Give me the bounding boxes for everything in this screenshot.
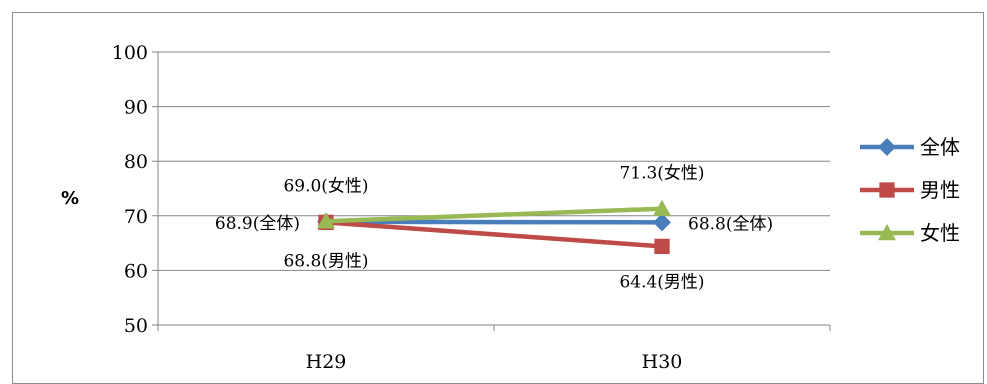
diamond-marker	[653, 213, 671, 232]
axes: 50 60 70 80 90 100 H29 H30%	[61, 42, 831, 373]
y-tick-label: 80	[124, 151, 148, 173]
series-line	[325, 219, 663, 225]
x-tick-label: H29	[306, 351, 347, 373]
chart-frame	[12, 12, 984, 384]
data-label: 64.4(男性)	[619, 272, 704, 292]
square-marker	[654, 238, 670, 255]
y-tick-label: 60	[124, 260, 148, 282]
data-label: 69.0(女性)	[283, 176, 368, 196]
y-tick-label: 100	[112, 42, 148, 64]
square-marker	[879, 182, 895, 198]
data-label: 68.8(男性)	[283, 251, 368, 271]
grid-lines	[152, 51, 830, 326]
y-axis-title: %	[61, 188, 79, 209]
triangle-marker	[317, 212, 335, 229]
legend-entry: 女性	[920, 221, 960, 245]
series-line	[325, 220, 663, 249]
data-label: 68.9(全体)	[215, 214, 300, 234]
x-tick-label: H30	[642, 351, 683, 373]
data-labels: 68.9(全体) 68.8(全体) 68.8(男性) 64.4(男性) 69.0(女性)…	[215, 164, 773, 293]
series-line	[325, 206, 663, 224]
y-tick-label: 50	[124, 315, 148, 337]
diamond-marker	[878, 138, 896, 156]
data-label: 71.3(女性)	[619, 164, 704, 184]
data-label: 68.8(全体)	[688, 214, 773, 234]
series-lines	[317, 199, 671, 255]
legend-entry: 全体	[920, 135, 960, 159]
triangle-marker	[653, 199, 671, 216]
legend-entry: 男性	[920, 178, 960, 202]
y-tick-label: 70	[124, 206, 148, 228]
triangle-marker	[878, 224, 896, 241]
y-tick-label: 90	[124, 97, 148, 119]
